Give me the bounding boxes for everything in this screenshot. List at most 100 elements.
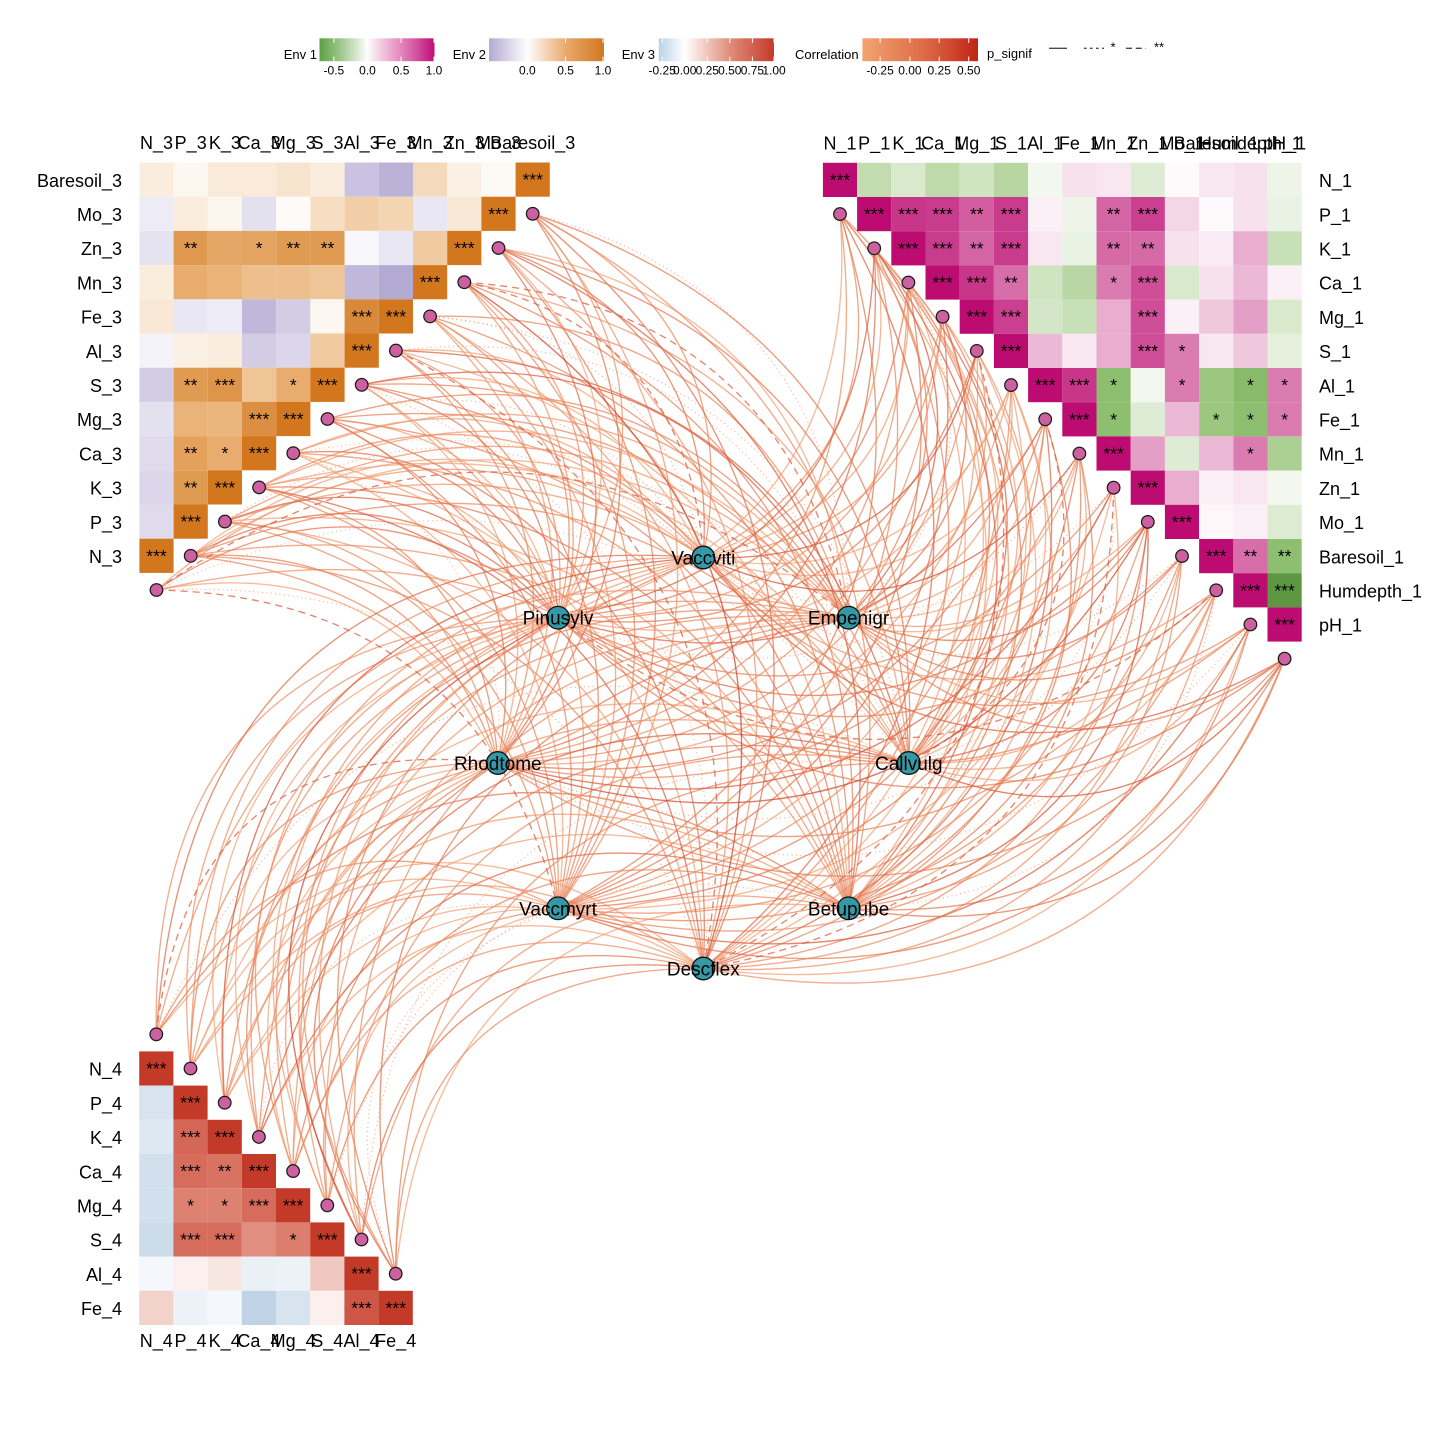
svg-text:***: *** <box>1138 307 1159 327</box>
svg-text:Mn_1: Mn_1 <box>1319 445 1364 466</box>
svg-text:pH_1: pH_1 <box>1263 133 1306 154</box>
svg-text:0.50: 0.50 <box>957 64 981 78</box>
svg-text:*: * <box>256 238 263 258</box>
svg-text:Mg_3: Mg_3 <box>77 410 122 431</box>
svg-text:Mo_1: Mo_1 <box>1319 513 1364 534</box>
svg-text:***: *** <box>146 1059 167 1079</box>
svg-text:K_1: K_1 <box>1319 240 1351 261</box>
svg-text:0.0: 0.0 <box>519 64 536 78</box>
svg-text:***: *** <box>932 238 953 258</box>
svg-text:*: * <box>1213 409 1220 429</box>
svg-text:Al_1: Al_1 <box>1319 376 1355 397</box>
svg-text:**: ** <box>184 477 198 497</box>
svg-text:*: * <box>1179 341 1186 361</box>
svg-text:0.0: 0.0 <box>359 64 376 78</box>
svg-text:Mg_4: Mg_4 <box>271 1331 316 1352</box>
svg-text:Al_3: Al_3 <box>86 342 122 363</box>
svg-text:Mn_3: Mn_3 <box>408 133 453 154</box>
svg-text:-0.25: -0.25 <box>649 64 677 78</box>
svg-text:Betupube: Betupube <box>808 899 889 920</box>
svg-text:Ca_4: Ca_4 <box>237 1331 280 1352</box>
svg-text:0.25: 0.25 <box>928 64 952 78</box>
svg-text:p_signif: p_signif <box>987 46 1032 61</box>
svg-text:***: *** <box>488 204 509 224</box>
svg-text:***: *** <box>1138 478 1159 498</box>
svg-text:Zn_1: Zn_1 <box>1319 479 1360 500</box>
svg-text:Ca_1: Ca_1 <box>921 133 964 154</box>
svg-text:1.0: 1.0 <box>426 64 443 78</box>
svg-text:***: *** <box>317 1230 338 1250</box>
svg-text:0.5: 0.5 <box>557 64 574 78</box>
svg-text:***: *** <box>1138 341 1159 361</box>
svg-text:Humdepth_1: Humdepth_1 <box>1319 582 1422 603</box>
svg-text:***: *** <box>1138 273 1159 293</box>
svg-text:***: *** <box>283 409 304 429</box>
svg-text:Al_4: Al_4 <box>86 1265 122 1286</box>
svg-text:***: *** <box>1069 375 1090 395</box>
svg-text:***: *** <box>317 375 338 395</box>
svg-text:***: *** <box>351 306 372 326</box>
svg-text:Zn_1: Zn_1 <box>1127 133 1168 154</box>
svg-text:***: *** <box>1001 204 1022 224</box>
svg-text:***: *** <box>420 272 441 292</box>
svg-text:Pinusylv: Pinusylv <box>523 609 594 630</box>
svg-text:*: * <box>1281 375 1288 395</box>
svg-text:Vaccviti: Vaccviti <box>671 549 735 570</box>
svg-text:-0.25: -0.25 <box>866 64 894 78</box>
svg-text:Baresoil_1: Baresoil_1 <box>1174 133 1259 154</box>
svg-text:Fe_1: Fe_1 <box>1319 411 1360 432</box>
svg-text:N_4: N_4 <box>89 1060 122 1081</box>
svg-text:Mg_1: Mg_1 <box>954 133 999 154</box>
svg-text:***: *** <box>249 443 270 463</box>
svg-text:0.00: 0.00 <box>673 64 697 78</box>
svg-text:Fe_3: Fe_3 <box>375 133 416 154</box>
svg-text:**: ** <box>218 1161 232 1181</box>
svg-text:Env 1: Env 1 <box>284 47 317 62</box>
svg-text:***: *** <box>522 170 543 190</box>
svg-text:N_4: N_4 <box>140 1331 173 1352</box>
svg-text:0.00: 0.00 <box>898 64 922 78</box>
svg-text:*: * <box>1110 375 1117 395</box>
svg-text:Ca_4: Ca_4 <box>79 1162 122 1183</box>
svg-text:***: *** <box>1103 444 1124 464</box>
svg-text:P_1: P_1 <box>1319 205 1351 226</box>
svg-text:***: *** <box>351 341 372 361</box>
svg-text:*: * <box>1110 273 1117 293</box>
svg-text:Al_1: Al_1 <box>1027 133 1063 154</box>
svg-text:pH_1: pH_1 <box>1319 616 1362 637</box>
svg-text:***: *** <box>967 273 988 293</box>
svg-text:**: ** <box>184 375 198 395</box>
svg-text:*: * <box>1247 375 1254 395</box>
svg-text:**: ** <box>1004 273 1018 293</box>
svg-text:*: * <box>1281 409 1288 429</box>
svg-text:**: ** <box>286 238 300 258</box>
svg-text:***: *** <box>898 238 919 258</box>
svg-text:**: ** <box>321 238 335 258</box>
svg-text:Fe_3: Fe_3 <box>81 308 122 329</box>
svg-text:Al_3: Al_3 <box>344 133 380 154</box>
svg-text:***: *** <box>215 375 236 395</box>
svg-text:***: *** <box>1001 307 1022 327</box>
svg-text:Baresoil_3: Baresoil_3 <box>490 133 575 154</box>
svg-text:S_3: S_3 <box>90 376 122 397</box>
svg-text:*: * <box>221 1195 228 1215</box>
svg-text:P_4: P_4 <box>174 1331 206 1352</box>
svg-text:K_4: K_4 <box>209 1331 241 1352</box>
svg-text:***: *** <box>932 204 953 224</box>
svg-text:***: *** <box>1206 546 1227 566</box>
svg-text:***: *** <box>180 1230 201 1250</box>
svg-text:P_4: P_4 <box>90 1094 122 1115</box>
svg-text:***: *** <box>1035 375 1056 395</box>
svg-text:Ca_1: Ca_1 <box>1319 274 1362 295</box>
svg-text:***: *** <box>249 1161 270 1181</box>
svg-text:K_3: K_3 <box>90 479 122 500</box>
svg-text:K_1: K_1 <box>892 133 924 154</box>
svg-text:Fe_4: Fe_4 <box>81 1299 122 1320</box>
svg-text:Rhodtome: Rhodtome <box>454 754 542 775</box>
svg-text:*: * <box>1111 40 1116 55</box>
svg-text:1.0: 1.0 <box>595 64 612 78</box>
svg-text:*: * <box>1247 409 1254 429</box>
svg-text:***: *** <box>351 1264 372 1284</box>
svg-text:Baresoil_3: Baresoil_3 <box>37 171 122 192</box>
svg-text:*: * <box>1247 444 1254 464</box>
